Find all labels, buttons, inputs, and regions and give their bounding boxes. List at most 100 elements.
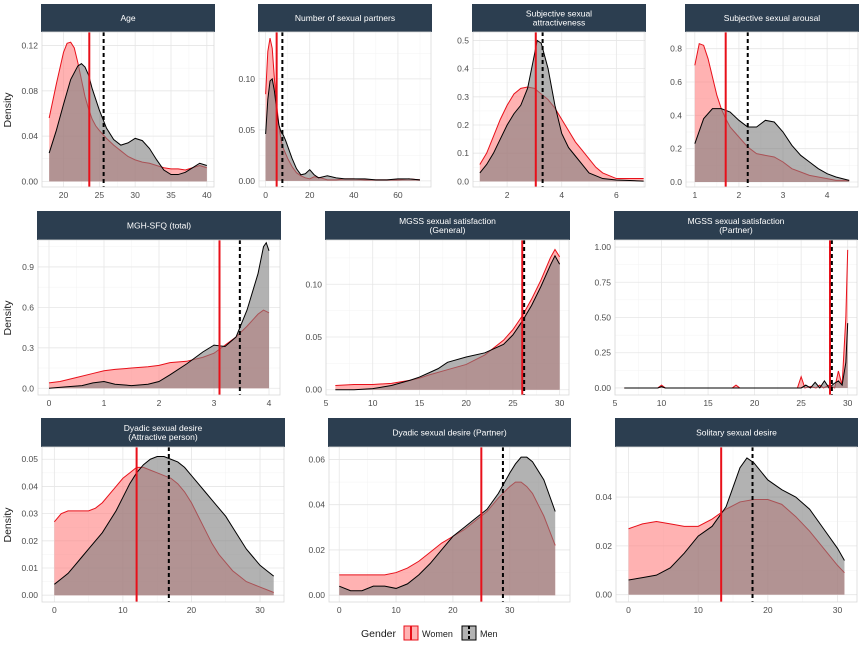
panel-7: MGSS sexual satisfaction(Partner) 5 10 15 20…: [594, 211, 858, 408]
density-area-men: [628, 457, 845, 595]
legend-item-men: Men: [461, 625, 498, 641]
x-tick-label: 1: [692, 190, 697, 200]
strip-title-line: Solitary sexual desire: [696, 428, 777, 438]
panel-border: [328, 446, 571, 603]
legend-title: Gender: [361, 628, 397, 640]
density-line-men: [48, 63, 207, 176]
strip-header: [41, 4, 215, 32]
strip-title-line: Number of sexual partners: [295, 13, 395, 23]
x-tick-label: 10: [693, 605, 703, 615]
strip-header: [685, 4, 859, 32]
x-tick-label: 2: [157, 398, 162, 408]
y-tick-label: 0.02: [21, 536, 38, 546]
x-tick-label: 3: [781, 190, 786, 200]
density-layer: [624, 240, 849, 395]
panel-10: Solitary sexual desire 0 10 20 30 0.00 0.02 0.0…: [595, 418, 858, 615]
panel-9: Dyadic sexual desire (Partner) 0 10 20 30 0.0…: [308, 418, 571, 615]
x-tick-label: 2: [737, 190, 742, 200]
density-area-men: [339, 457, 556, 596]
strip-title-line: (Partner): [719, 225, 753, 235]
x-tick-label: 20: [763, 605, 773, 615]
x-tick-label: 30: [555, 398, 565, 408]
y-tick-label: 0.4: [670, 110, 682, 120]
density-line-men: [339, 456, 556, 592]
y-tick-label: 0.05: [238, 125, 255, 135]
strip-title-line: Dyadic sexual desire (Partner): [392, 428, 506, 438]
x-tick-label: 10: [657, 398, 667, 408]
panel-4: Subjective sexual arousal 1 2 3 4 0.0 0.2 0.4 0.…: [670, 4, 859, 200]
density-line-men: [48, 241, 270, 389]
y-axis-title: Density: [2, 300, 14, 336]
x-tick-label: 5: [324, 398, 329, 408]
x-tick-label: 10: [118, 605, 128, 615]
y-tick-label: 0.50: [594, 313, 611, 323]
density-line-men: [54, 456, 275, 585]
density-line-men: [335, 254, 561, 391]
panel-border: [325, 239, 570, 396]
density-layer: [479, 32, 644, 187]
panel-5: MGH-SFQ (total) 0 1 2 3 4 0.0 0.3 0.6 0.9: [22, 211, 281, 408]
y-tick-label: 0.10: [238, 74, 255, 84]
x-tick-label: 15: [703, 398, 713, 408]
panel-border: [614, 239, 858, 396]
y-tick-label: 0.5: [457, 35, 469, 45]
y-tick-label: 0.05: [21, 454, 38, 464]
x-tick-label: 60: [393, 190, 403, 200]
x-tick-label: 40: [349, 190, 359, 200]
x-tick-label: 20: [187, 605, 197, 615]
density-layer: [694, 32, 850, 187]
x-tick-label: 0: [47, 398, 52, 408]
y-tick-label: 0.0: [22, 383, 34, 393]
legend-item-women: Women: [403, 625, 453, 641]
y-axis-labels: Density Density Density: [2, 92, 14, 543]
strip-header: [472, 4, 646, 32]
y-tick-label: 0.00: [594, 383, 611, 393]
x-tick-label: 30: [130, 190, 140, 200]
y-tick-label: 0.3: [457, 92, 469, 102]
y-tick-label: 0.25: [594, 348, 611, 358]
density-layer: [339, 447, 556, 602]
panel-border: [615, 446, 858, 603]
strip-header: [258, 4, 432, 32]
x-tick-label: 5: [613, 398, 618, 408]
panel-1: Age 20 25 30 35 40 0.00 0.04 0.08 0.12: [21, 4, 215, 200]
density-layer: [53, 447, 275, 602]
density-area-men: [479, 40, 644, 182]
legend-label-women: Women: [422, 629, 453, 639]
y-tick-label: 0.06: [308, 454, 325, 464]
density-line-men: [694, 108, 850, 181]
y-tick-label: 0.12: [21, 41, 38, 51]
y-tick-label: 0.0: [670, 177, 682, 187]
y-tick-label: 0.0: [457, 176, 469, 186]
y-tick-label: 0.00: [308, 590, 325, 600]
y-tick-label: 0.9: [22, 262, 34, 272]
density-layer: [628, 447, 845, 602]
strip-title-line: (Attractive person): [128, 432, 198, 442]
y-tick-label: 0.04: [21, 131, 38, 141]
y-tick-label: 0.00: [595, 590, 612, 600]
density-line-men: [624, 323, 849, 389]
panel-border: [37, 239, 281, 396]
panel-border: [258, 31, 432, 188]
strip-title-line: Subjective sexual: [526, 9, 592, 19]
y-tick-label: 0.1: [457, 148, 469, 158]
x-tick-label: 25: [796, 398, 806, 408]
y-tick-label: 0.6: [670, 77, 682, 87]
legend: Gender Women Men: [361, 625, 498, 641]
strip-title-line: MGH-SFQ (total): [127, 221, 191, 231]
x-tick-label: 25: [508, 398, 518, 408]
density-layer: [48, 240, 270, 395]
x-tick-label: 10: [391, 605, 401, 615]
x-tick-label: 20: [305, 190, 315, 200]
x-tick-label: 10: [368, 398, 378, 408]
strip-title-line: Age: [120, 13, 135, 23]
density-area-men: [49, 242, 269, 389]
density-line-men: [479, 39, 644, 182]
strip-title-line: MGSS sexual satisfaction: [399, 216, 496, 226]
y-tick-label: 0.02: [308, 545, 325, 555]
x-tick-label: 15: [415, 398, 425, 408]
y-tick-label: 0.02: [595, 541, 612, 551]
panel-border: [41, 446, 285, 603]
panel-border: [685, 31, 859, 188]
